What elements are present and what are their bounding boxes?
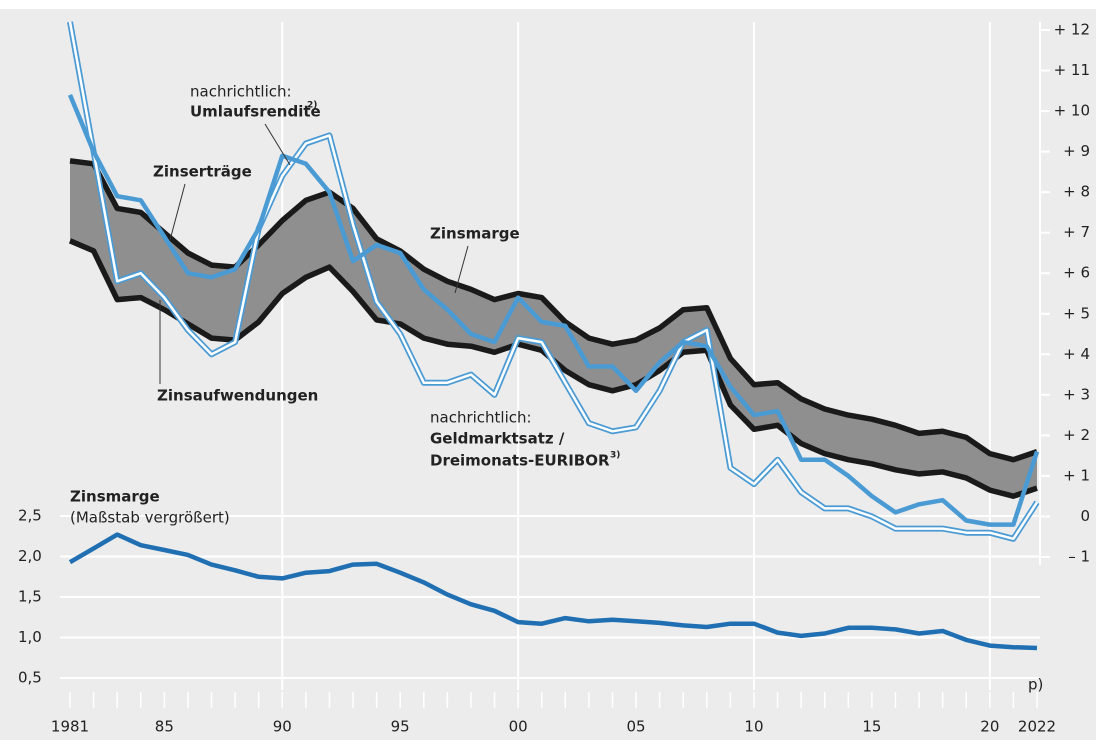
y-tick-label: + 8	[1063, 183, 1090, 201]
band-label: Zinsmarge	[430, 225, 520, 243]
y-tick-label: + 5	[1063, 304, 1090, 322]
x-tick-label: 2022	[1018, 718, 1056, 736]
y-tick-label: + 12	[1054, 21, 1090, 39]
y-tick-label: + 10	[1054, 102, 1090, 120]
x-tick-label: 90	[273, 718, 292, 736]
x-tick-label: 05	[627, 718, 646, 736]
annotation: p)	[1028, 676, 1043, 694]
x-tick-label: 10	[744, 718, 763, 736]
margin-line	[68, 532, 1038, 651]
x-tick-label: 1981	[51, 718, 89, 736]
series-line	[69, 158, 1038, 463]
y-tick-label: 1,0	[18, 628, 42, 646]
y-tick-label: 2,5	[18, 507, 42, 525]
y-tick-label: 0,5	[18, 669, 42, 687]
x-tick-label: 00	[509, 718, 528, 736]
y-tick-label: + 4	[1063, 345, 1090, 363]
x-tick-label: 15	[862, 718, 881, 736]
footnote: 3)	[610, 451, 620, 461]
series-label: Geldmarktsatz /	[430, 430, 565, 448]
series-label: Umlaufsrendite	[190, 103, 321, 121]
leader-line	[264, 123, 291, 166]
y-tick-label: + 1	[1063, 466, 1090, 484]
y-tick-label: + 7	[1063, 223, 1090, 241]
y-tick-label: 2,0	[18, 547, 42, 565]
y-tick-label: + 9	[1063, 142, 1090, 160]
leader-line	[169, 183, 186, 241]
series-label: Zinsaufwendungen	[157, 387, 318, 405]
panel-bg	[0, 9, 1096, 740]
y-tick-label: + 6	[1063, 264, 1090, 282]
x-tick-label: 85	[155, 718, 174, 736]
footnote: 2)	[307, 101, 317, 111]
leader-line	[454, 245, 469, 294]
series-label: Zinserträge	[153, 163, 252, 181]
y-tick-label: + 3	[1063, 385, 1090, 403]
y-tick-label: 1,5	[18, 588, 42, 606]
x-tick-label: 20	[980, 718, 999, 736]
series-line-inner	[68, 21, 1039, 541]
y-tick-label: + 2	[1063, 426, 1090, 444]
annotation: nachrichtlich:	[190, 83, 292, 101]
x-tick-label: 95	[391, 718, 410, 736]
series-line	[67, 94, 1040, 527]
y-tick-label: – 1	[1068, 548, 1090, 566]
y-tick-label: 0	[1080, 507, 1090, 525]
panel-subtitle: (Maßstab vergrößert)	[70, 509, 230, 527]
annotation: nachrichtlich:	[430, 409, 532, 427]
series-label: Dreimonats-EURIBOR	[430, 452, 610, 470]
margin-band	[70, 160, 1037, 497]
y-tick-label: + 11	[1054, 61, 1090, 79]
panel-title: Zinsmarge	[70, 488, 160, 506]
